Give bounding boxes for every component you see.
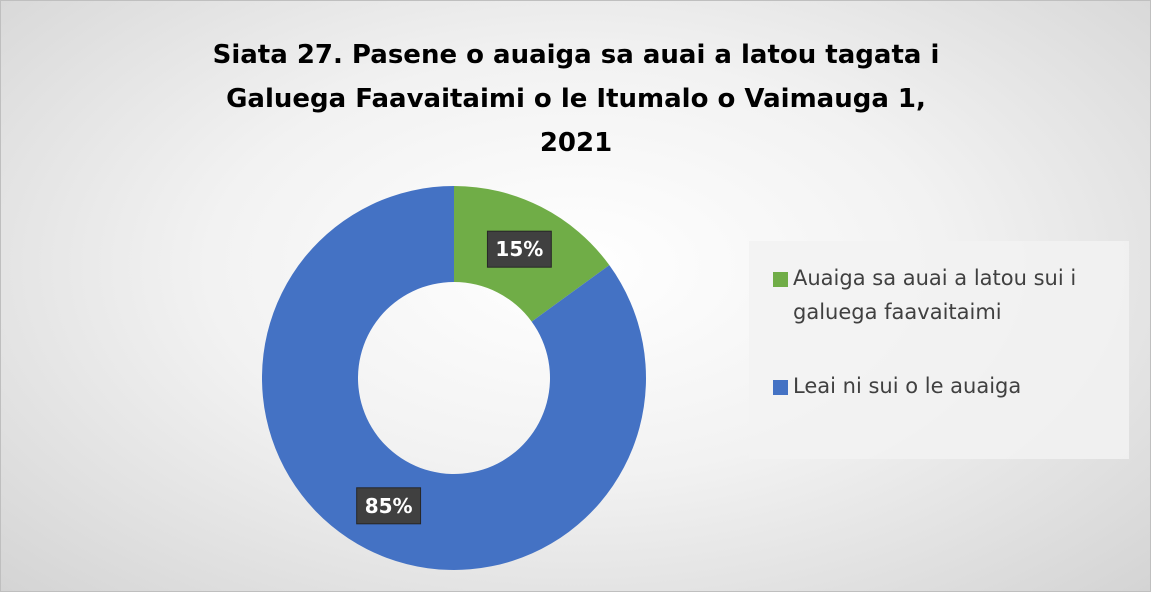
data-label: 15% <box>495 237 543 261</box>
legend-entry: Auaiga sa auai a latou sui i galuega faa… <box>771 261 1143 329</box>
legend-swatch <box>773 272 788 287</box>
data-label: 85% <box>365 494 413 518</box>
legend-label: Auaiga sa auai a latou sui i galuega faa… <box>793 266 1077 324</box>
chart-title: Siata 27. Pasene o auaiga sa auai a lato… <box>212 40 940 158</box>
legend-entry: Leai ni sui o le auaiga <box>771 369 1143 403</box>
legend: Auaiga sa auai a latou sui i galuega faa… <box>749 241 1129 459</box>
legend-label: Leai ni sui o le auaiga <box>793 374 1022 398</box>
data-label-box <box>486 230 552 268</box>
data-label-group: 15% <box>486 230 552 268</box>
data-label-group: 85% <box>356 487 422 525</box>
legend-swatch <box>773 380 788 395</box>
data-label-box <box>356 487 422 525</box>
donut-segment <box>261 186 646 571</box>
